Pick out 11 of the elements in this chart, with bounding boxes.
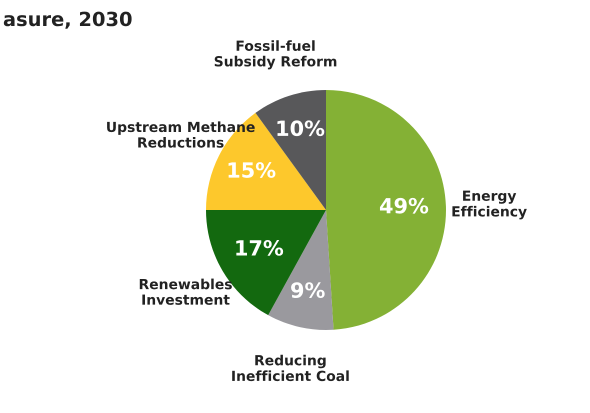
slice-label: Energy Efficiency	[452, 190, 527, 220]
data-label: 10%	[277, 120, 324, 136]
slice-label: Fossil-fuel Subsidy Reform	[214, 40, 336, 70]
slice-label: Renewables Investment	[140, 278, 232, 305]
data-label: 17%	[236, 240, 284, 256]
data-label: 15%	[228, 162, 276, 178]
pie-slice	[326, 90, 446, 330]
data-label: 49%	[380, 198, 428, 214]
slice-label: Reducing Inefficient Coal	[232, 354, 349, 382]
chart-title: asure, 2030	[4, 12, 132, 29]
data-label: 9%	[291, 282, 325, 298]
